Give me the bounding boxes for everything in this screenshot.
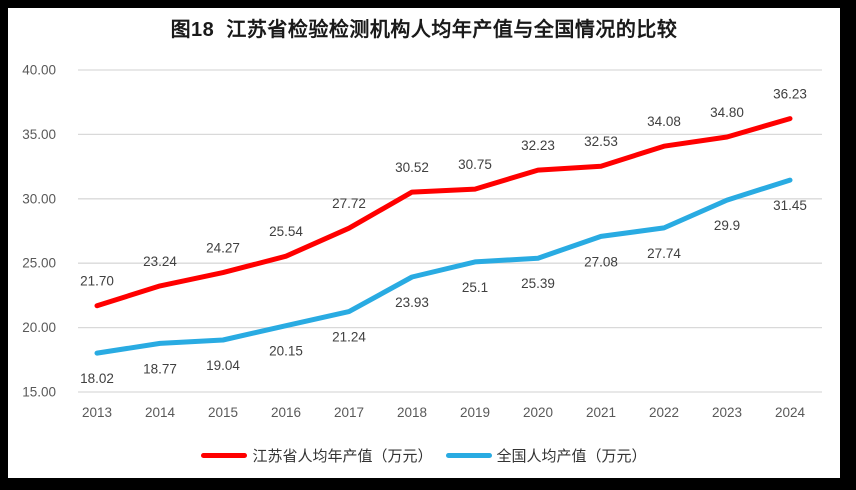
data-label: 36.23 xyxy=(773,87,807,102)
data-label: 20.15 xyxy=(269,344,303,359)
y-tick-label: 20.00 xyxy=(22,320,56,335)
frame-border-left xyxy=(0,0,8,490)
y-tick-label: 30.00 xyxy=(22,191,56,206)
y-tick-label: 15.00 xyxy=(22,385,56,400)
series-line-0 xyxy=(94,116,793,309)
y-tick-label: 40.00 xyxy=(22,63,56,78)
x-tick-label: 2020 xyxy=(523,405,553,420)
x-tick-label: 2016 xyxy=(271,405,301,420)
y-tick-label: 25.00 xyxy=(22,256,56,271)
x-tick-label: 2024 xyxy=(775,405,806,420)
frame-border-right xyxy=(840,0,856,490)
data-label: 34.80 xyxy=(710,105,744,120)
data-label: 25.39 xyxy=(521,276,555,291)
data-label: 32.53 xyxy=(584,134,618,149)
x-tick-label: 2014 xyxy=(145,405,176,420)
frame-border-bottom xyxy=(0,478,856,490)
x-tick-label: 2017 xyxy=(334,405,364,420)
frame-border-top xyxy=(0,0,856,8)
legend-swatch-blue-line xyxy=(445,452,492,458)
data-label: 21.24 xyxy=(332,330,366,345)
x-tick-label: 2019 xyxy=(460,405,490,420)
data-label: 18.77 xyxy=(143,361,177,376)
legend-swatch-red-line xyxy=(201,452,248,458)
legend-label-national: 全国人均产值（万元） xyxy=(496,447,647,465)
data-label: 24.27 xyxy=(206,241,240,256)
data-label: 34.08 xyxy=(647,114,681,129)
data-label: 21.70 xyxy=(80,274,114,289)
data-label: 25.1 xyxy=(462,280,488,295)
data-label: 30.75 xyxy=(458,157,492,172)
data-label: 27.08 xyxy=(584,254,618,269)
chart-legend: 江苏省人均年产值（万元） 全国人均产值（万元） xyxy=(8,444,840,466)
data-label: 27.72 xyxy=(332,196,366,211)
x-tick-label: 2018 xyxy=(397,405,427,420)
data-label: 25.54 xyxy=(269,224,303,239)
data-label: 27.74 xyxy=(647,246,681,261)
data-label: 18.02 xyxy=(80,371,114,386)
y-tick-label: 35.00 xyxy=(22,127,56,142)
x-tick-label: 2021 xyxy=(586,405,616,420)
legend-item-jiangsu: 江苏省人均年产值（万元） xyxy=(201,445,433,466)
chart-title: 图18 江苏省检验检测机构人均年产值与全国情况的比较 xyxy=(170,19,678,41)
series-line-1 xyxy=(94,177,793,356)
legend-label-jiangsu: 江苏省人均年产值（万元） xyxy=(252,447,433,465)
data-label: 29.9 xyxy=(714,218,740,233)
data-label: 23.93 xyxy=(395,295,429,310)
data-label: 30.52 xyxy=(395,160,429,175)
data-label: 32.23 xyxy=(521,138,555,153)
x-tick-label: 2013 xyxy=(82,405,112,420)
x-tick-label: 2022 xyxy=(649,405,679,420)
legend-item-national: 全国人均产值（万元） xyxy=(445,445,647,466)
data-label: 31.45 xyxy=(773,198,807,213)
x-tick-label: 2015 xyxy=(208,405,238,420)
x-tick-label: 2023 xyxy=(712,405,742,420)
data-label: 23.24 xyxy=(143,254,177,269)
data-label: 19.04 xyxy=(206,358,240,373)
